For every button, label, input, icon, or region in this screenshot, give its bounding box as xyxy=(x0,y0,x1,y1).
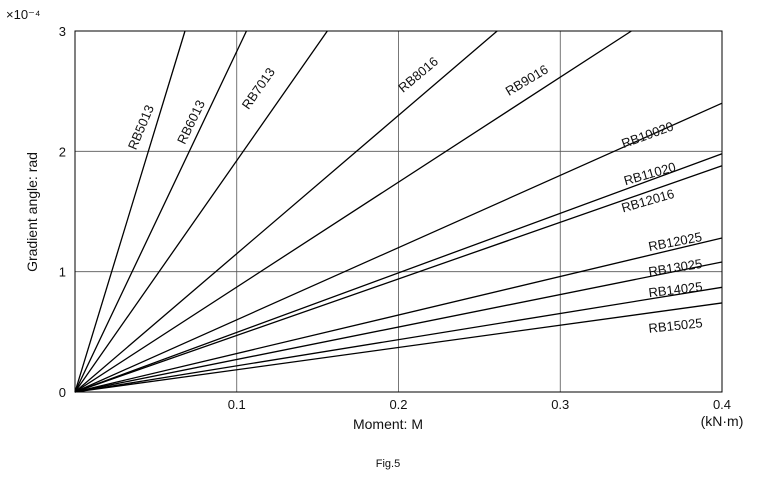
series-label-rb12016: RB12016 xyxy=(620,186,676,215)
series-label-rb10020: RB10020 xyxy=(619,118,675,151)
y-tick-label-2: 2 xyxy=(59,144,66,159)
x-axis-title: Moment: M xyxy=(353,416,423,432)
y-tick-label-1: 1 xyxy=(59,265,66,280)
series-line-rb15025 xyxy=(74,302,723,393)
y-tick-label-3: 3 xyxy=(59,24,66,39)
series-line-rb7013 xyxy=(74,30,328,393)
series-label-rb14025: RB14025 xyxy=(648,279,704,300)
series-lines xyxy=(74,30,723,393)
series-label-rb7013: RB7013 xyxy=(239,65,278,112)
series-line-rb12016 xyxy=(74,165,723,393)
x-tick-label-1: 0.2 xyxy=(389,397,407,412)
plot-frame xyxy=(74,30,723,393)
series-label-rb13025: RB13025 xyxy=(647,256,703,279)
x-unit-label: (kN·m) xyxy=(701,413,744,429)
tick-labels: 0.1 0.2 0.3 0.4 0 1 2 3 xyxy=(59,24,731,412)
series-line-rb10020 xyxy=(74,102,723,393)
series-label-rb12025: RB12025 xyxy=(647,229,703,254)
series-line-rb13025 xyxy=(74,261,723,393)
series-line-rb11020 xyxy=(74,153,723,393)
series-line-rb8016 xyxy=(74,30,498,393)
series-line-rb14025 xyxy=(74,286,723,393)
series-label-rb9016: RB9016 xyxy=(503,62,551,99)
series-label-rb5013: RB5013 xyxy=(125,103,157,152)
series-label-rb8016: RB8016 xyxy=(395,54,441,96)
x-tick-label-0: 0.1 xyxy=(228,397,246,412)
x-tick-label-2: 0.3 xyxy=(551,397,569,412)
series-line-rb5013 xyxy=(74,30,186,393)
series-line-rb6013 xyxy=(74,30,248,393)
x-tick-label-3: 0.4 xyxy=(713,397,731,412)
series-line-rb12025 xyxy=(74,237,723,393)
series-label-rb15025: RB15025 xyxy=(648,315,703,336)
series-line-rb9016 xyxy=(74,30,632,393)
y-multiplier: ×10⁻⁴ xyxy=(6,7,41,22)
figure-caption: Fig.5 xyxy=(376,458,400,470)
y-tick-label-0: 0 xyxy=(59,385,66,400)
y-axis-title: Gradient angle: rad xyxy=(24,152,40,272)
